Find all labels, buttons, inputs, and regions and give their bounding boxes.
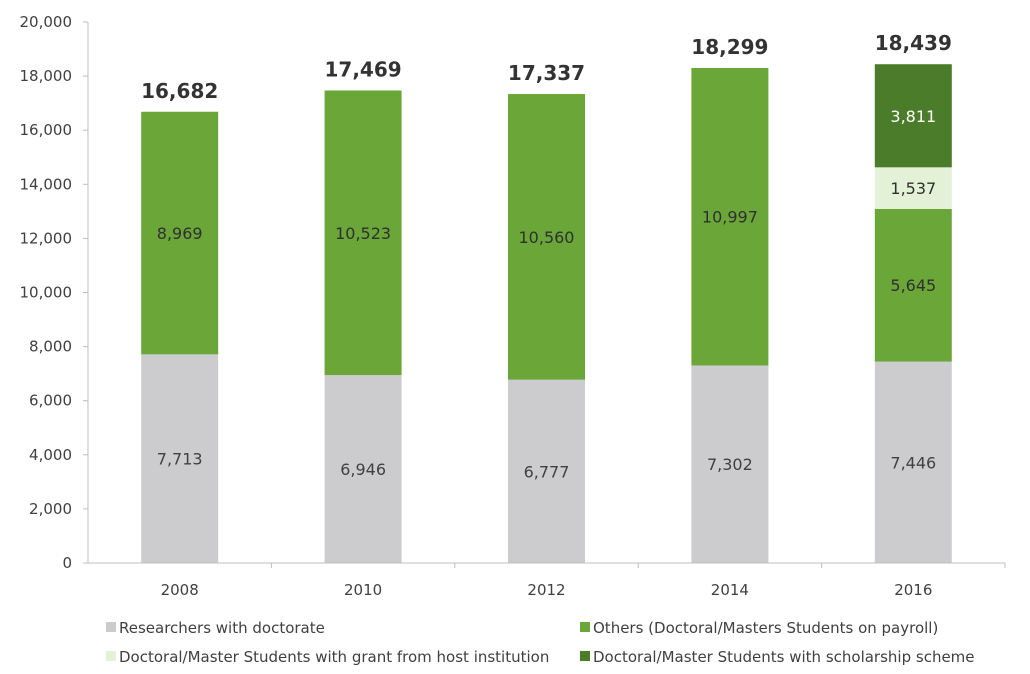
- y-tick-label: 4,000: [29, 446, 72, 464]
- bar-segment-label: 10,997: [702, 208, 758, 227]
- bar-segment-label: 6,946: [340, 460, 386, 479]
- legend-item: Doctoral/Master Students with scholarshi…: [580, 648, 975, 666]
- bar-segment: [874, 208, 952, 362]
- bar-total-label: 16,682: [141, 79, 218, 103]
- bar-total-label: 18,299: [691, 35, 768, 59]
- bar-segment-label: 10,523: [335, 224, 391, 243]
- bar-segment: [874, 167, 952, 209]
- legend-swatch: [580, 651, 590, 661]
- y-tick-label: 12,000: [20, 229, 73, 247]
- bar-segment-label: 7,446: [890, 453, 936, 472]
- y-tick-label: 8,000: [29, 338, 72, 356]
- y-tick-label: 16,000: [20, 121, 73, 139]
- bars: 7,713 8,969 16,682 6,946 10,523 17,469 6,777 10…: [141, 31, 952, 563]
- y-tick-label: 20,000: [20, 13, 73, 31]
- x-axis: 2008 2010 2012 2014 2016: [88, 562, 1006, 599]
- x-tick-label: 2016: [894, 581, 932, 599]
- legend-label: Doctoral/Master Students with grant from…: [119, 648, 549, 666]
- bar-segment: [874, 64, 952, 168]
- legend-swatch: [106, 651, 116, 661]
- bar-segment: [508, 379, 585, 563]
- bar-segment: [324, 90, 402, 376]
- y-tick-label: 6,000: [29, 392, 72, 410]
- bar-segment: [141, 354, 219, 563]
- y-tick-label: 0: [62, 554, 72, 572]
- bar-segment: [691, 68, 769, 366]
- x-tick-label: 2014: [711, 581, 749, 599]
- legend-label: Researchers with doctorate: [119, 619, 325, 637]
- legend-item: Researchers with doctorate: [106, 619, 325, 637]
- bar-segment-label: 8,969: [157, 224, 203, 243]
- y-tick-label: 14,000: [20, 175, 73, 193]
- bar-total-label: 17,337: [508, 61, 585, 85]
- bar-segment: [141, 111, 219, 355]
- bar-segment-label: 7,713: [157, 450, 203, 469]
- bar-total-label: 17,469: [325, 57, 402, 81]
- x-tick-label: 2012: [527, 581, 565, 599]
- legend-label: Others (Doctoral/Masters Students on pay…: [593, 619, 938, 637]
- bar-segment: [324, 375, 402, 563]
- legend-swatch: [106, 622, 116, 632]
- legend-label: Doctoral/Master Students with scholarshi…: [593, 648, 975, 666]
- x-tick-label: 2008: [161, 581, 199, 599]
- bar-segment: [874, 361, 952, 563]
- bar-segment: [691, 365, 769, 563]
- y-tick-label: 2,000: [29, 500, 72, 518]
- legend-swatch: [580, 622, 590, 632]
- legend-item: Doctoral/Master Students with grant from…: [106, 648, 549, 666]
- y-axis: 0 2,000 4,000 6,000 8,000 10,000 12,000 14,000 1…: [20, 13, 89, 572]
- bar-segment-label: 5,645: [890, 276, 936, 295]
- bar-segment-label: 3,811: [890, 107, 936, 126]
- bar-segment: [508, 94, 585, 380]
- legend-item: Others (Doctoral/Masters Students on pay…: [580, 619, 938, 637]
- bar-total-label: 18,439: [875, 31, 952, 55]
- legend: Researchers with doctorate Others (Doctor…: [106, 619, 975, 666]
- y-tick-label: 10,000: [20, 284, 73, 302]
- bar-segment-label: 1,537: [890, 179, 936, 198]
- bar-segment-label: 7,302: [707, 455, 753, 474]
- y-tick-label: 18,000: [20, 67, 73, 85]
- x-tick-label: 2010: [344, 581, 382, 599]
- bar-segment-label: 6,777: [524, 462, 570, 481]
- bar-segment-label: 10,560: [519, 228, 575, 247]
